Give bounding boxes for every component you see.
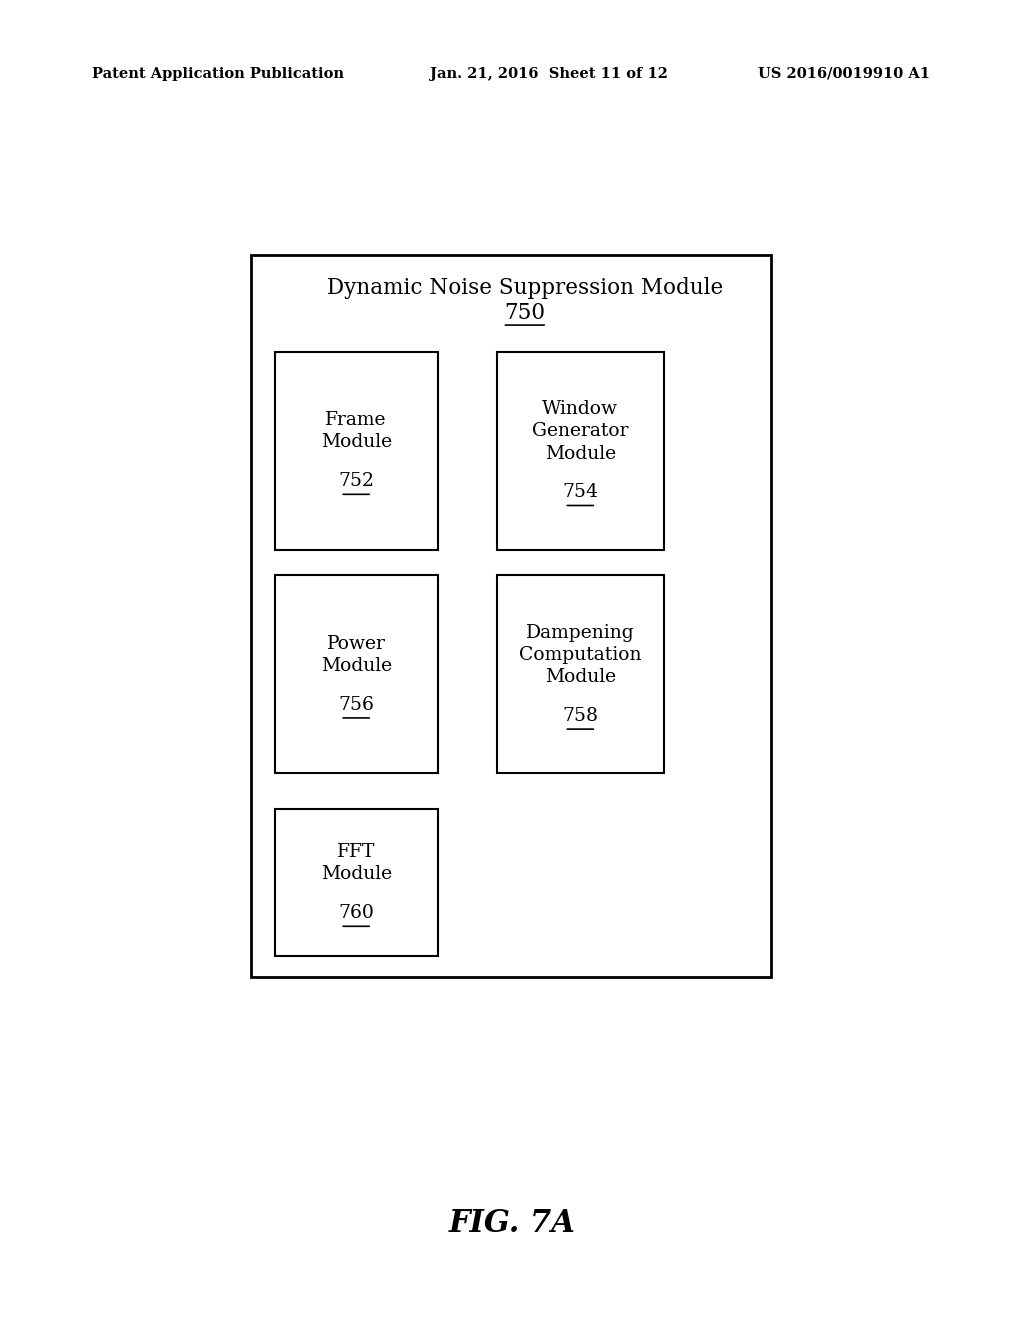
Text: Patent Application Publication: Patent Application Publication xyxy=(92,67,344,81)
Text: Module: Module xyxy=(545,445,615,463)
Bar xyxy=(274,351,437,549)
Bar xyxy=(274,576,437,774)
Text: Dampening: Dampening xyxy=(526,623,635,642)
Bar xyxy=(497,351,664,549)
Text: 756: 756 xyxy=(338,696,374,714)
Text: Module: Module xyxy=(321,433,392,451)
Text: US 2016/0019910 A1: US 2016/0019910 A1 xyxy=(758,67,930,81)
Text: Frame: Frame xyxy=(326,411,387,429)
Text: FFT: FFT xyxy=(337,843,376,861)
Text: Module: Module xyxy=(321,866,392,883)
Bar xyxy=(497,576,664,774)
Text: 752: 752 xyxy=(338,473,374,490)
Text: Module: Module xyxy=(545,668,615,686)
Text: 758: 758 xyxy=(562,708,598,725)
Text: 760: 760 xyxy=(338,904,374,923)
Text: Power: Power xyxy=(327,635,386,652)
Text: Computation: Computation xyxy=(519,645,642,664)
Text: Dynamic Noise Suppression Module: Dynamic Noise Suppression Module xyxy=(327,277,723,300)
Bar xyxy=(274,809,437,956)
Text: FIG. 7A: FIG. 7A xyxy=(449,1208,575,1239)
Text: 750: 750 xyxy=(504,302,546,323)
Text: Jan. 21, 2016  Sheet 11 of 12: Jan. 21, 2016 Sheet 11 of 12 xyxy=(430,67,668,81)
Text: 754: 754 xyxy=(562,483,598,502)
Text: Window: Window xyxy=(543,400,618,418)
Text: Module: Module xyxy=(321,657,392,675)
Text: Generator: Generator xyxy=(532,422,629,441)
Bar xyxy=(251,255,771,977)
